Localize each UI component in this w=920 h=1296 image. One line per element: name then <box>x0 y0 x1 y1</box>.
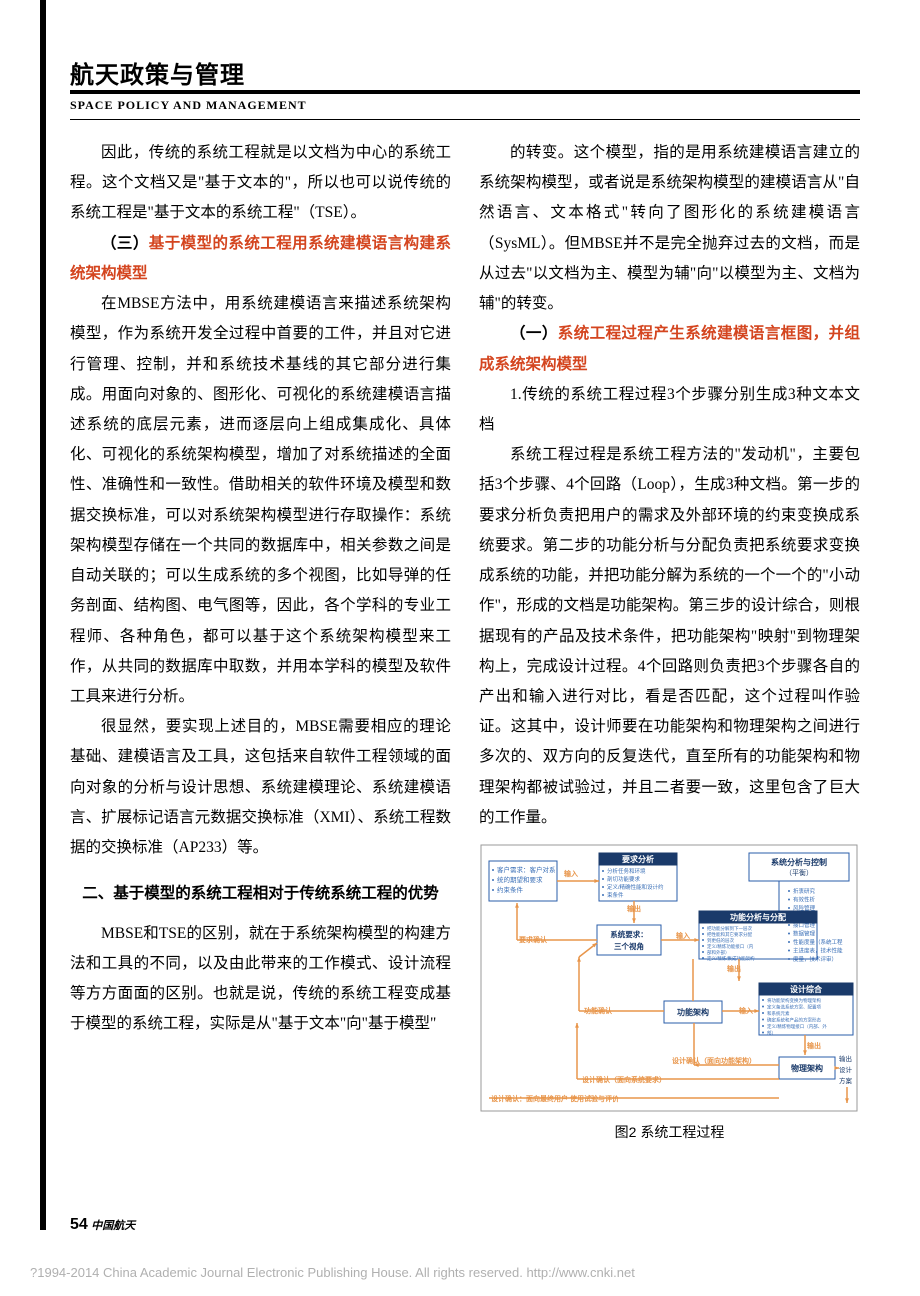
section-prefix: （三） <box>101 235 149 252</box>
column-right: 的转变。这个模型，指的是用系统建模语言建立的系统架构模型，或者说是系统架构模型的… <box>479 138 860 1146</box>
svg-text:剖切功能要求: 剖切功能要求 <box>607 875 641 883</box>
figure-2: 客户需求：客户对系统的期望和要求约束条件要求分析分析任务和环境剖切功能要求定义/… <box>479 843 860 1146</box>
copyright-line: ?1994-2014 China Academic Journal Electr… <box>30 1265 635 1280</box>
content-area: 因此，传统的系统工程就是以文档为中心的系统工程。这个文档又是"基于文本的"，所以… <box>0 120 920 1146</box>
svg-text:系统要求：: 系统要求： <box>610 929 648 939</box>
svg-text:物理架构: 物理架构 <box>791 1063 823 1073</box>
svg-text:把功能分解到下一层次: 把功能分解到下一层次 <box>707 925 752 932</box>
svg-text:主进度表，技术性能: 主进度表，技术性能 <box>793 947 843 955</box>
svg-text:输入: 输入 <box>564 869 578 878</box>
section-heading: （三）基于模型的系统工程用系统建模语言构建系统架构模型 <box>70 229 451 289</box>
header-rule-thick <box>70 90 860 94</box>
svg-text:分析任务和环境: 分析任务和环境 <box>607 867 646 875</box>
paragraph: 的转变。这个模型，指的是用系统建模语言建立的系统架构模型，或者说是系统架构模型的… <box>479 138 860 319</box>
svg-text:输出: 输出 <box>839 1054 852 1063</box>
svg-text:约束条件: 约束条件 <box>497 885 524 894</box>
page-left-border <box>40 0 46 1230</box>
svg-text:设计: 设计 <box>839 1065 853 1074</box>
section-prefix: （一） <box>510 325 558 342</box>
h2-heading: 二、基于模型的系统工程相对于传统系统工程的优势 <box>70 879 451 908</box>
paragraph: 很显然，要实现上述目的，MBSE需要相应的理论基础、建模语言及工具，这包括来自软… <box>70 712 451 863</box>
svg-text:定义备选系统方案、配置项: 定义备选系统方案、配置项 <box>767 1004 821 1011</box>
svg-text:统的期望和要求: 统的期望和要求 <box>497 875 543 884</box>
svg-text:将功能架构变换为物理架构: 将功能架构变换为物理架构 <box>767 997 821 1004</box>
header-title-en: SPACE POLICY AND MANAGEMENT <box>70 98 860 119</box>
svg-text:要求分析: 要求分析 <box>622 854 654 864</box>
paragraph: MBSE和TSE的区别，就在于系统架构模型的构建方法和工具的不同，以及由此带来的… <box>70 919 451 1040</box>
svg-text:定义/精炼物理接口（内部、外: 定义/精炼物理接口（内部、外 <box>767 1023 827 1030</box>
page-number: 54 <box>70 1216 88 1233</box>
svg-text:有效性析: 有效性析 <box>793 896 816 904</box>
section-heading: （一）系统工程过程产生系统建模语言框图，并组成系统架构模型 <box>479 319 860 379</box>
svg-text:性能度量（系统工程: 性能度量（系统工程 <box>793 938 843 946</box>
magazine-name: 中国航天 <box>91 1220 135 1232</box>
svg-text:部和外部）: 部和外部） <box>707 949 730 956</box>
svg-text:确定系统和产品的方案形态: 确定系统和产品的方案形态 <box>767 1017 821 1024</box>
paragraph: 1.传统的系统工程过程3个步骤分别生成3种文本文档 <box>479 380 860 440</box>
svg-text:把性能和其它要求分配: 把性能和其它要求分配 <box>707 931 752 938</box>
svg-text:功能分析与分配: 功能分析与分配 <box>730 912 786 922</box>
svg-text:（平衡）: （平衡） <box>785 868 813 877</box>
svg-text:束条件: 束条件 <box>607 891 624 899</box>
paragraph: 因此，传统的系统工程就是以文档为中心的系统工程。这个文档又是"基于文本的"，所以… <box>70 138 451 229</box>
svg-text:折衷研究: 折衷研究 <box>793 887 816 895</box>
svg-text:输出: 输出 <box>807 1041 821 1050</box>
svg-text:三个视角: 三个视角 <box>614 941 644 951</box>
svg-text:定义/精炼功能接口（内: 定义/精炼功能接口（内 <box>707 943 754 950</box>
svg-text:定义/精确性能和设计约: 定义/精确性能和设计约 <box>607 883 664 891</box>
svg-text:定义/精炼/集成功能架构: 定义/精炼/集成功能架构 <box>707 955 755 962</box>
svg-text:客户需求：客户对系: 客户需求：客户对系 <box>497 865 556 874</box>
svg-text:方案: 方案 <box>839 1076 853 1085</box>
paragraph: 在MBSE方法中，用系统建模语言来描述系统架构模型，作为系统开发全过程中首要的工… <box>70 289 451 712</box>
svg-text:输入: 输入 <box>676 931 690 940</box>
header-title-cn: 航天政策与管理 <box>70 55 860 90</box>
svg-text:部）: 部） <box>767 1030 776 1037</box>
svg-text:到更低的层次: 到更低的层次 <box>707 937 734 944</box>
figure-caption: 图2 系统工程过程 <box>479 1119 860 1146</box>
svg-text:和系统元素: 和系统元素 <box>767 1010 790 1017</box>
paragraph: 系统工程过程是系统工程方法的"发动机"，主要包括3个步骤、4个回路（Loop），… <box>479 440 860 833</box>
svg-text:数据管理: 数据管理 <box>793 930 816 938</box>
column-left: 因此，传统的系统工程就是以文档为中心的系统工程。这个文档又是"基于文本的"，所以… <box>70 138 451 1146</box>
svg-text:设计综合: 设计综合 <box>790 984 823 994</box>
figure-svg: 客户需求：客户对系统的期望和要求约束条件要求分析分析任务和环境剖切功能要求定义/… <box>479 843 859 1113</box>
svg-text:系统分析与控制: 系统分析与控制 <box>771 857 827 867</box>
page-footer: 54 中国航天 <box>70 1216 135 1234</box>
header: 航天政策与管理 SPACE POLICY AND MANAGEMENT <box>0 0 920 120</box>
svg-text:设计确认（面向功能架构）: 设计确认（面向功能架构） <box>672 1056 756 1065</box>
svg-text:功能架构: 功能架构 <box>677 1007 709 1017</box>
